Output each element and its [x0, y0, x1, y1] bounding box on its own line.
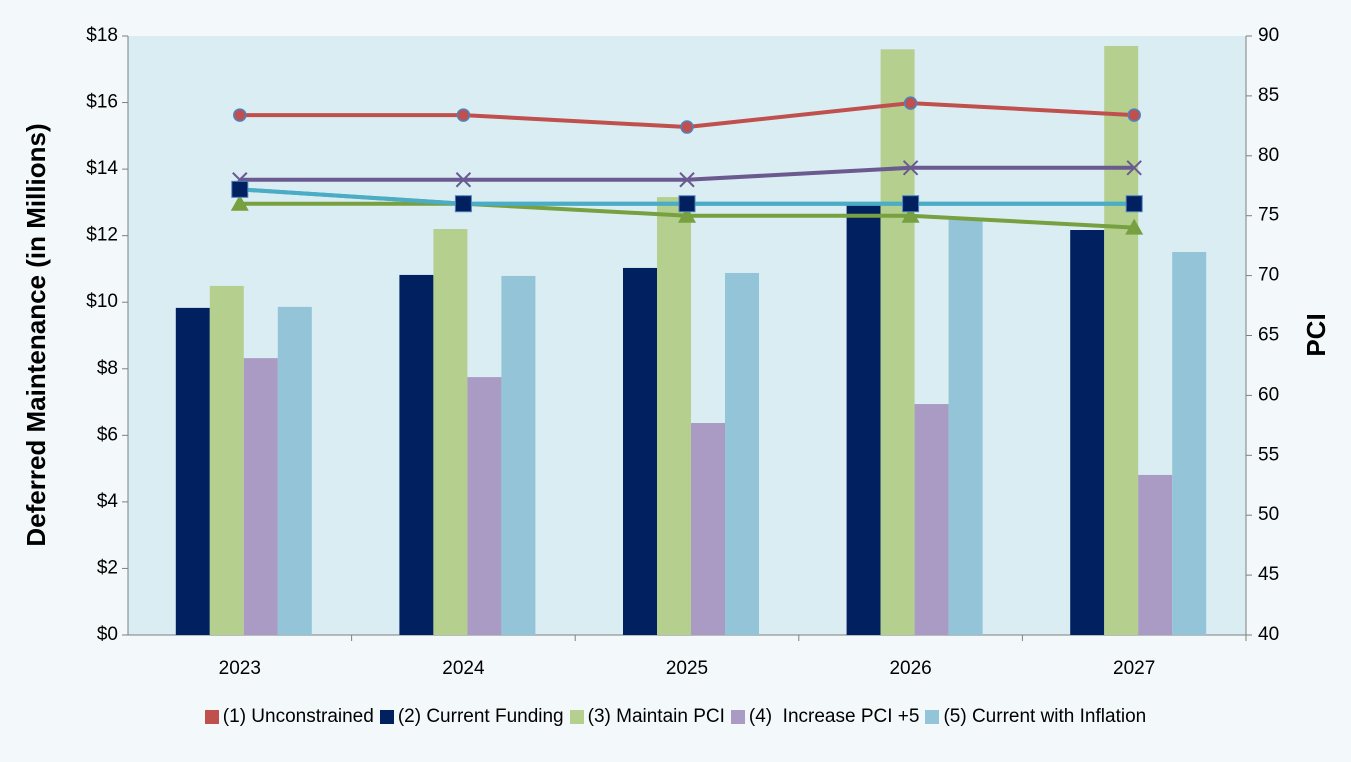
- legend-swatch: [925, 710, 940, 724]
- y2-tick-label: 45: [1258, 564, 1279, 585]
- marker: [901, 206, 920, 223]
- marker: [1127, 108, 1141, 122]
- bar: [914, 404, 949, 635]
- y2-tick-label: 80: [1258, 145, 1279, 166]
- marker: [231, 180, 249, 198]
- y2-axis-label: PCI: [1301, 313, 1331, 356]
- x-tick-label: 2027: [1113, 658, 1155, 679]
- marker: [454, 195, 472, 213]
- bar: [880, 49, 915, 636]
- marker: [230, 194, 249, 211]
- bar: [399, 274, 434, 635]
- y2-tick-label: 55: [1258, 444, 1279, 465]
- bar: [433, 229, 468, 635]
- bar: [725, 272, 759, 635]
- bar: [501, 275, 536, 635]
- bar: [623, 267, 657, 635]
- legend-swatch: [379, 710, 394, 724]
- legend-item: (3) Maintain PCI: [569, 706, 725, 728]
- page: Deferred Maintenance (in Millions) PCI $…: [20, 25, 1331, 727]
- marker: [455, 172, 472, 188]
- marker: [678, 195, 696, 213]
- marker: [903, 96, 918, 110]
- marker: [1126, 160, 1142, 176]
- marker: [233, 108, 247, 122]
- bar: [691, 423, 725, 635]
- legend-item: (1) Unconstrained: [204, 706, 374, 728]
- y2-tick-label: 75: [1258, 205, 1279, 226]
- y-tick-label: $8: [97, 358, 118, 379]
- bar: [277, 306, 312, 635]
- y2-tick-label: 60: [1258, 384, 1279, 405]
- legend-item: (2) Current Funding: [379, 706, 564, 728]
- marker: [679, 172, 695, 188]
- marker: [680, 120, 694, 134]
- legend-label: (3) Maintain PCI: [587, 706, 725, 727]
- y-tick-label: $2: [97, 557, 118, 578]
- y-tick-label: $12: [86, 225, 118, 246]
- marker: [1125, 195, 1143, 213]
- legend-swatch: [204, 710, 219, 724]
- chart: Deferred Maintenance (in Millions) PCI $…: [21, 25, 1331, 679]
- marker: [902, 195, 920, 213]
- legend-label: (2) Current Funding: [397, 706, 564, 727]
- x-tick-label: 2023: [219, 658, 261, 679]
- legend-label: (1) Unconstrained: [222, 706, 374, 727]
- y-tick-label: $10: [86, 291, 118, 312]
- y2-tick-label: 50: [1258, 504, 1279, 525]
- y-tick-label: $14: [86, 158, 118, 179]
- bar: [209, 285, 244, 635]
- marker: [678, 206, 696, 223]
- x-tick-label: 2026: [889, 658, 931, 679]
- y2-tick-label: 90: [1258, 25, 1279, 46]
- legend-item: (5) Current with Inflation: [925, 706, 1146, 728]
- y2-tick-label: 40: [1258, 624, 1279, 645]
- bar: [948, 220, 983, 635]
- y2-tick-label: 70: [1258, 265, 1279, 286]
- y-tick-label: $18: [86, 25, 118, 46]
- bar: [243, 358, 278, 635]
- y-tick-label: $4: [97, 491, 119, 512]
- legend-item: (4) Increase PCI +5: [730, 706, 920, 728]
- bar: [1138, 474, 1173, 635]
- y-axis-label: Deferred Maintenance (in Millions): [21, 123, 51, 546]
- legend-label: (4) Increase PCI +5: [748, 706, 920, 727]
- y-tick-label: $6: [97, 424, 118, 445]
- y-tick-label: $0: [97, 624, 118, 645]
- x-tick-label: 2024: [442, 658, 485, 679]
- legend-label: (5) Current with Inflation: [943, 706, 1147, 727]
- bar: [1104, 45, 1139, 635]
- bar: [1172, 251, 1207, 635]
- bar: [1070, 230, 1105, 635]
- legend-swatch: [569, 710, 584, 724]
- y2-tick-label: 85: [1258, 85, 1279, 106]
- bar: [175, 307, 210, 635]
- y-tick-label: $16: [86, 92, 118, 113]
- marker: [1125, 218, 1144, 235]
- marker: [456, 108, 471, 122]
- x-tick-label: 2025: [666, 658, 708, 679]
- bar: [467, 377, 502, 635]
- bar: [846, 205, 881, 635]
- legend-swatch: [730, 710, 745, 724]
- bar: [657, 197, 691, 635]
- marker: [902, 160, 919, 176]
- y2-tick-label: 65: [1258, 325, 1279, 346]
- legend: (1) Unconstrained (2) Current Funding (3) …: [0, 706, 1351, 728]
